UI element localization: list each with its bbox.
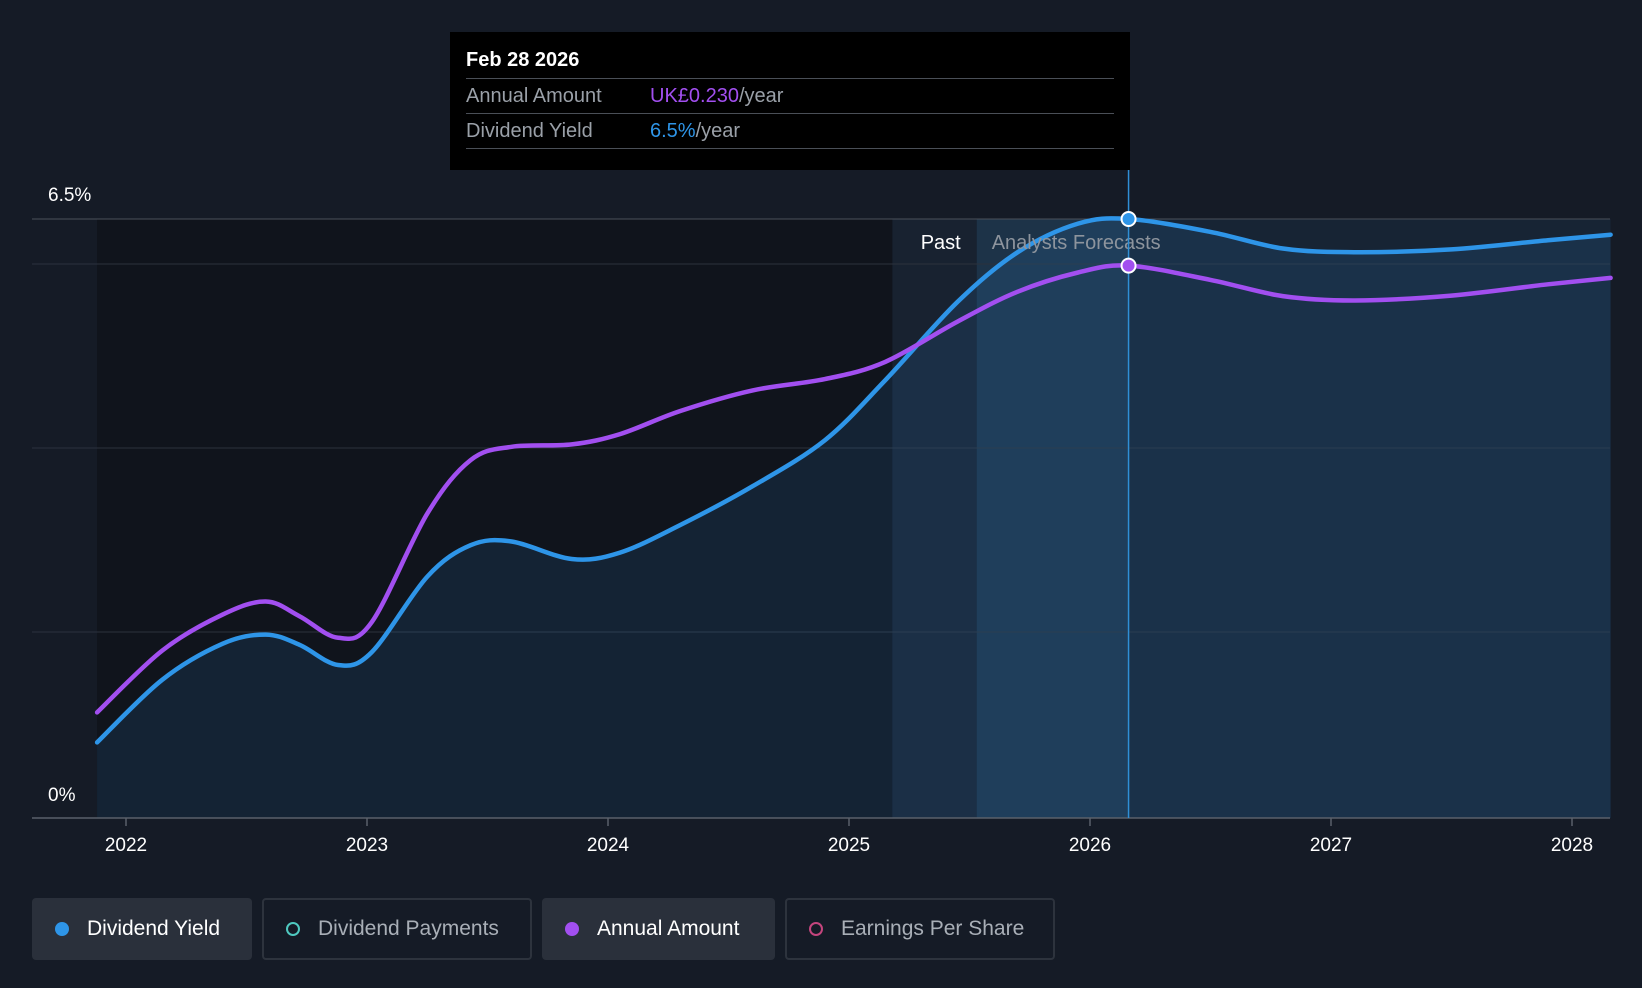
tooltip: Feb 28 2026 Annual Amount UK£0.230 /year…: [450, 32, 1130, 170]
x-tick-label: 2028: [1551, 835, 1593, 856]
legend-label: Dividend Yield: [87, 917, 221, 940]
x-tick-label: 2022: [105, 835, 147, 856]
x-tick-label: 2027: [1310, 835, 1352, 856]
tooltip-row-annual-amount: Annual Amount UK£0.230 /year: [466, 79, 1114, 114]
legend-label: Earnings Per Share: [841, 917, 1025, 940]
legend-dividend-payments[interactable]: Dividend Payments: [262, 898, 532, 960]
tooltip-row-dividend-yield: Dividend Yield 6.5% /year: [466, 114, 1114, 149]
dividend-yield-area: [97, 218, 1611, 818]
tooltip-label: Dividend Yield: [466, 120, 593, 142]
tooltip-date: Feb 28 2026: [466, 46, 1114, 79]
legend-label: Dividend Payments: [318, 917, 499, 940]
x-tick-label: 2024: [587, 835, 630, 856]
forecast-label: Analysts Forecasts: [992, 232, 1161, 254]
legend-earnings-per-share[interactable]: Earnings Per Share: [785, 898, 1055, 960]
past-background: [97, 219, 893, 818]
x-axis: 2022 2023 2024 2025 2026 2027 2028: [32, 817, 1610, 856]
tooltip-value: UK£0.230: [650, 85, 739, 107]
tooltip-value: 6.5%: [650, 120, 696, 142]
tooltip-label: Annual Amount: [466, 85, 602, 107]
x-tick-label: 2025: [828, 835, 870, 856]
y-tick-label: 0%: [48, 785, 76, 806]
dividend-yield-marker: [1120, 211, 1137, 227]
forecast-background: [1128, 219, 1611, 818]
x-tick-label: 2026: [1069, 835, 1111, 856]
y-tick-label: 6.5%: [48, 185, 91, 206]
past-label: Past: [921, 232, 961, 254]
annual-amount-marker: [1120, 257, 1137, 274]
legend-dot-icon: [565, 922, 579, 936]
legend-dividend-yield[interactable]: Dividend Yield: [32, 898, 252, 960]
legend-annual-amount[interactable]: Annual Amount: [542, 898, 775, 960]
legend-label: Annual Amount: [597, 917, 740, 940]
legend-dot-icon: [55, 922, 69, 936]
legend-ring-icon: [809, 922, 823, 936]
gridlines: [32, 218, 1610, 633]
legend-ring-icon: [286, 922, 300, 936]
legend: Dividend Yield Dividend Payments Annual …: [32, 898, 1055, 960]
tooltip-unit: /year: [695, 120, 741, 142]
series-line-annual-amount: [94, 263, 1613, 715]
x-tick-label: 2023: [346, 835, 388, 856]
tooltip-unit: /year: [738, 85, 784, 107]
forecast-highlight-background: [976, 219, 1129, 818]
series-line-dividend-yield: [94, 216, 1613, 745]
